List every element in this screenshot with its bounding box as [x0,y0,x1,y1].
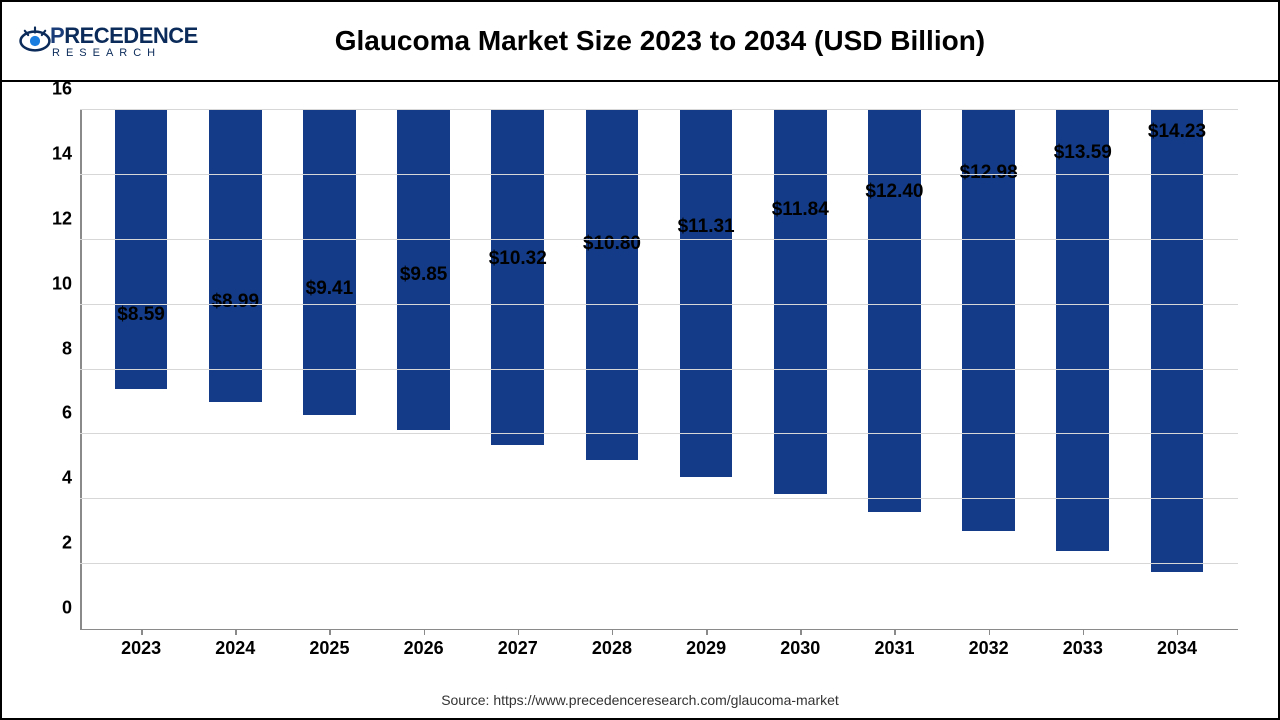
logo-eye-icon [18,24,52,58]
chart-container: PRECEDENCE RESEARCH Glaucoma Market Size… [0,0,1280,720]
gridline [80,109,1238,110]
x-tick [1083,629,1085,635]
y-tick-label: 6 [38,403,72,424]
bar-value-label: $8.99 [211,291,259,313]
logo-sub: RESEARCH [52,47,198,59]
x-tick-label: 2031 [847,638,941,659]
y-tick-label: 0 [38,598,72,619]
bar-slot: $12.98 [942,110,1036,629]
logo: PRECEDENCE RESEARCH [18,23,198,59]
gridline [80,304,1238,305]
logo-rest: RECEDENCE [64,23,198,48]
x-tick-label: 2030 [753,638,847,659]
bar-value-label: $12.40 [865,181,923,203]
gridline [80,174,1238,175]
bar-value-label: $10.80 [583,232,641,254]
x-tick-label: 2025 [282,638,376,659]
chart-title: Glaucoma Market Size 2023 to 2034 (USD B… [198,25,1262,57]
gridline [80,563,1238,564]
x-tick [706,629,708,635]
bar [115,110,168,389]
bar [1151,110,1204,572]
x-axis-labels: 2023202420252026202720282029203020312032… [80,630,1238,659]
bar [1056,110,1109,551]
x-tick [235,629,237,635]
bars-group: $8.59 $8.99 $9.41 $9.85 $10.32 $10.80 $11.31 $1… [80,110,1238,629]
logo-text: PRECEDENCE RESEARCH [50,23,198,59]
bar-slot: $13.59 [1036,110,1130,629]
bar-slot: $10.80 [565,110,659,629]
bar-value-label: $11.84 [772,199,829,221]
x-tick [329,629,331,635]
x-tick-label: 2023 [94,638,188,659]
bar-value-label: $11.31 [678,216,735,238]
x-tick-label: 2028 [565,638,659,659]
bar [491,110,544,445]
header: PRECEDENCE RESEARCH Glaucoma Market Size… [2,2,1278,82]
bar-slot: $10.32 [471,110,565,629]
x-tick-label: 2024 [188,638,282,659]
bar-value-label: $13.59 [1054,142,1112,164]
bar-value-label: $9.85 [400,263,448,285]
y-tick-label: 4 [38,468,72,489]
x-tick [800,629,802,635]
y-tick-label: 2 [38,533,72,554]
x-tick-label: 2029 [659,638,753,659]
y-tick-label: 8 [38,338,72,359]
bar-slot: $9.85 [377,110,471,629]
x-tick [989,629,991,635]
plot-area: $8.59 $8.99 $9.41 $9.85 $10.32 $10.80 $11.31 $1… [80,110,1238,630]
bar [868,110,921,512]
bar-slot: $8.59 [94,110,188,629]
bar-value-label: $10.32 [489,248,547,270]
x-tick [1177,629,1179,635]
x-tick [894,629,896,635]
bar-slot: $8.99 [188,110,282,629]
bar-slot: $12.40 [847,110,941,629]
bar-value-label: $9.41 [306,278,354,300]
bar-slot: $11.84 [753,110,847,629]
bar [586,110,639,460]
bar-slot: $14.23 [1130,110,1224,629]
logo-prefix: P [50,23,64,48]
gridline [80,239,1238,240]
y-tick-label: 14 [38,143,72,164]
chart-area: $8.59 $8.99 $9.41 $9.85 $10.32 $10.80 $11.31 $1… [2,82,1278,686]
x-tick-label: 2033 [1036,638,1130,659]
bar-slot: $11.31 [659,110,753,629]
x-tick-label: 2034 [1130,638,1224,659]
x-tick-label: 2026 [377,638,471,659]
bar-slot: $9.41 [282,110,376,629]
x-tick-label: 2027 [471,638,565,659]
x-tick [518,629,520,635]
source-text: Source: https://www.precedenceresearch.c… [2,686,1278,718]
x-tick [141,629,143,635]
y-tick-label: 16 [38,79,72,100]
bar [680,110,733,477]
x-tick-label: 2032 [942,638,1036,659]
y-tick-label: 10 [38,273,72,294]
x-tick [612,629,614,635]
x-tick [424,629,426,635]
bar-value-label: $8.59 [117,304,165,326]
bar [774,110,827,494]
bar-value-label: $14.23 [1148,121,1206,143]
gridline [80,369,1238,370]
gridline [80,498,1238,499]
bar [209,110,262,402]
y-tick-label: 12 [38,208,72,229]
bar-value-label: $12.98 [960,162,1018,184]
gridline [80,433,1238,434]
